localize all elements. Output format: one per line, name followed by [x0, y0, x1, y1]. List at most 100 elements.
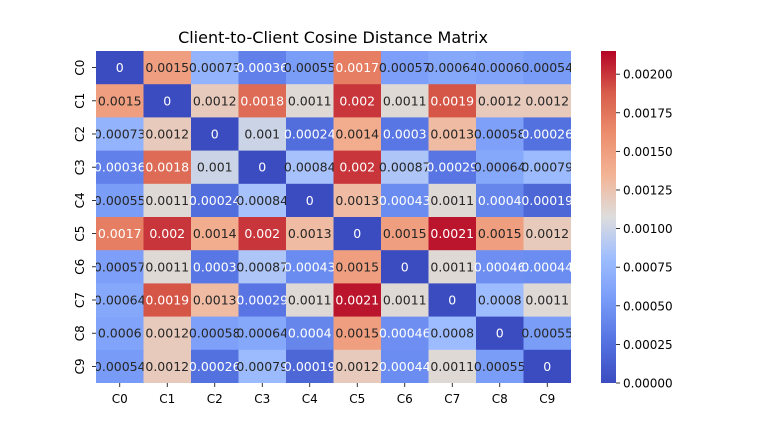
heatmap-cell-C5-C1 [143, 217, 192, 251]
cell-label-C2-C3: 0.001 [244, 127, 280, 142]
colorbar-tick-label-1: 0.00025 [623, 338, 673, 352]
colorbar-tick-label-8: 0.00200 [623, 68, 673, 82]
heatmap-cell-C0-C7 [428, 51, 477, 85]
cell-label-C1-C0: 0.0015 [98, 93, 142, 108]
y-tick-label-C2: C2 [73, 126, 87, 142]
cell-label-C9-C1: 0.0012 [145, 359, 189, 374]
heatmap-cell-C7-C2 [191, 283, 239, 317]
heatmap-cell-C8-C8 [476, 316, 524, 351]
heatmap-cell-C8-C3 [238, 316, 287, 351]
heatmap-cell-C5-C8 [476, 217, 524, 251]
cell-label-C7-C5: 0.0021 [335, 293, 379, 308]
cell-label-C1-C7: 0.0019 [430, 93, 474, 108]
cell-label-C1-C5: 0.002 [339, 93, 375, 108]
cell-label-C9-C6: 0.00044 [379, 359, 431, 374]
cell-label-C2-C2: 0 [211, 127, 219, 142]
heatmap-cell-C6-C0 [96, 250, 144, 284]
heatmap-cell-C8-C6 [381, 316, 429, 351]
cell-label-C4-C2: 0.00024 [189, 193, 241, 208]
cell-label-C6-C4: 0.00043 [284, 259, 336, 274]
heatmap-cell-C5-C7 [428, 217, 477, 251]
cell-label-C1-C8: 0.0012 [478, 93, 522, 108]
cell-label-C1-C2: 0.0012 [193, 93, 237, 108]
heatmap-cell-C7-C8 [476, 283, 524, 317]
heatmap-cell-C7-C1 [143, 283, 192, 317]
cell-label-C6-C6: 0 [401, 259, 409, 274]
heatmap-cell-C4-C0 [96, 183, 144, 218]
cell-label-C5-C7: 0.0021 [430, 226, 474, 241]
heatmap-cell-C3-C9 [523, 150, 571, 185]
heatmap-cell-C5-C6 [381, 217, 429, 251]
heatmap-cell-C4-C2 [191, 183, 239, 218]
heatmap-cell-C7-C5 [333, 283, 382, 317]
cell-label-C1-C1: 0 [163, 93, 171, 108]
heatmap-cell-C0-C2 [191, 51, 239, 85]
heatmap-cell-C3-C2 [191, 150, 239, 185]
heatmap-cell-C8-C0 [96, 316, 144, 351]
cell-label-C0-C9: 0.00054 [521, 60, 573, 75]
cell-label-C6-C8: 0.00046 [474, 259, 526, 274]
heatmap-cell-C1-C2 [191, 84, 239, 118]
heatmap-cell-C3-C3 [238, 150, 287, 185]
cell-label-C7-C0: 0.00064 [94, 293, 146, 308]
cell-label-C1-C6: 0.0011 [383, 93, 427, 108]
heatmap-cell-C2-C6 [381, 117, 429, 151]
colorbar-tick-label-5: 0.00125 [623, 183, 673, 197]
x-tick-label-C7: C7 [444, 392, 460, 406]
chart-title: Client-to-Client Cosine Distance Matrix [178, 28, 488, 47]
cell-label-C6-C5: 0.0015 [335, 259, 379, 274]
cell-label-C8-C5: 0.0015 [335, 326, 379, 341]
heatmap-cell-C2-C5 [333, 117, 382, 151]
heatmap-cell-C2-C3 [238, 117, 287, 151]
cell-label-C3-C5: 0.002 [339, 160, 375, 175]
heatmap-cell-C9-C9 [523, 349, 571, 383]
cell-label-C9-C0: 0.00054 [94, 359, 146, 374]
cell-label-C8-C6: 0.00046 [379, 326, 431, 341]
heatmap-cell-C1-C8 [476, 84, 524, 118]
cell-label-C5-C6: 0.0015 [383, 226, 427, 241]
cell-label-C5-C4: 0.0013 [288, 226, 332, 241]
cell-label-C5-C8: 0.0015 [478, 226, 522, 241]
heatmap-cell-C2-C8 [476, 117, 524, 151]
cell-label-C2-C0: 0.00073 [94, 127, 146, 142]
colorbar-tick-label-3: 0.00075 [623, 261, 673, 275]
cell-label-C6-C2: 0.0003 [193, 259, 237, 274]
heatmap-cell-C4-C1 [143, 183, 192, 218]
cell-label-C5-C9: 0.0012 [525, 226, 569, 241]
y-tick-label-C0: C0 [73, 60, 87, 76]
colorbar [601, 51, 616, 383]
heatmap-cell-C5-C0 [96, 217, 144, 251]
y-tick-label-C3: C3 [73, 159, 87, 175]
heatmap-cell-C7-C0 [96, 283, 144, 317]
cell-label-C2-C1: 0.0012 [145, 127, 189, 142]
heatmap-cell-C6-C7 [428, 250, 477, 284]
y-tick-label-C8: C8 [73, 325, 87, 341]
cell-label-C9-C5: 0.0012 [335, 359, 379, 374]
heatmap-cell-C1-C3 [238, 84, 287, 118]
cell-label-C3-C4: 0.00084 [284, 160, 336, 175]
cell-label-C0-C5: 0.0017 [335, 60, 379, 75]
heatmap-cell-C4-C5 [333, 183, 382, 218]
x-tick-label-C9: C9 [539, 392, 555, 406]
heatmap-cell-C0-C0 [96, 51, 144, 85]
cell-label-C4-C0: 0.00055 [94, 193, 146, 208]
cell-label-C1-C9: 0.0012 [525, 93, 569, 108]
cell-label-C0-C6: 0.00057 [379, 60, 431, 75]
heatmap-cell-C4-C7 [428, 183, 477, 218]
cell-label-C4-C7: 0.0011 [430, 193, 474, 208]
heatmap-cell-C2-C9 [523, 117, 571, 151]
heatmap-cell-C1-C0 [96, 84, 144, 118]
heatmap-cell-C9-C4 [286, 349, 334, 383]
heatmap-cell-C1-C1 [143, 84, 192, 118]
cell-label-C6-C9: 0.00044 [521, 259, 573, 274]
cell-label-C2-C5: 0.0014 [335, 127, 379, 142]
colorbar-tick-label-2: 0.00050 [623, 299, 673, 313]
heatmap-cell-C0-C9 [523, 51, 571, 85]
cell-label-C2-C9: 0.00026 [521, 127, 573, 142]
cell-label-C4-C5: 0.0013 [335, 193, 379, 208]
heatmap-cell-C0-C5 [333, 51, 382, 85]
cell-label-C3-C9: 0.00079 [521, 160, 573, 175]
cell-label-C6-C7: 0.0011 [430, 259, 474, 274]
cell-label-C0-C2: 0.00073 [189, 60, 241, 75]
